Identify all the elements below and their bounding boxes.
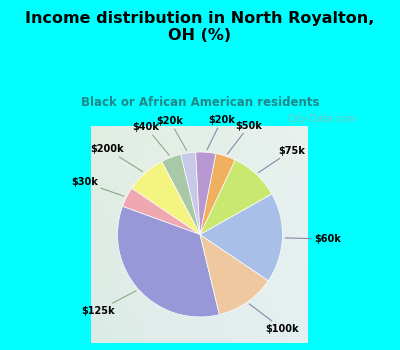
Text: Income distribution in North Royalton,
OH (%): Income distribution in North Royalton, O…: [25, 10, 375, 43]
Wedge shape: [181, 152, 200, 234]
Text: $200k: $200k: [90, 144, 143, 172]
Text: City-Data.com: City-Data.com: [288, 114, 358, 124]
Wedge shape: [118, 206, 219, 317]
Wedge shape: [200, 160, 272, 235]
Text: $125k: $125k: [81, 291, 136, 316]
Wedge shape: [200, 154, 235, 234]
Text: $75k: $75k: [258, 146, 305, 173]
Text: $40k: $40k: [133, 122, 169, 155]
Text: $60k: $60k: [285, 234, 341, 244]
Text: Black or African American residents: Black or African American residents: [81, 96, 319, 109]
Text: $100k: $100k: [249, 304, 299, 334]
Wedge shape: [200, 194, 282, 281]
Text: $30k: $30k: [71, 177, 124, 196]
Text: $20k: $20k: [207, 115, 235, 150]
Text: $50k: $50k: [228, 121, 263, 154]
Wedge shape: [122, 188, 200, 234]
Wedge shape: [132, 161, 200, 234]
Wedge shape: [196, 152, 216, 234]
Text: $20k: $20k: [156, 116, 187, 150]
Wedge shape: [200, 234, 268, 315]
Wedge shape: [162, 154, 200, 234]
